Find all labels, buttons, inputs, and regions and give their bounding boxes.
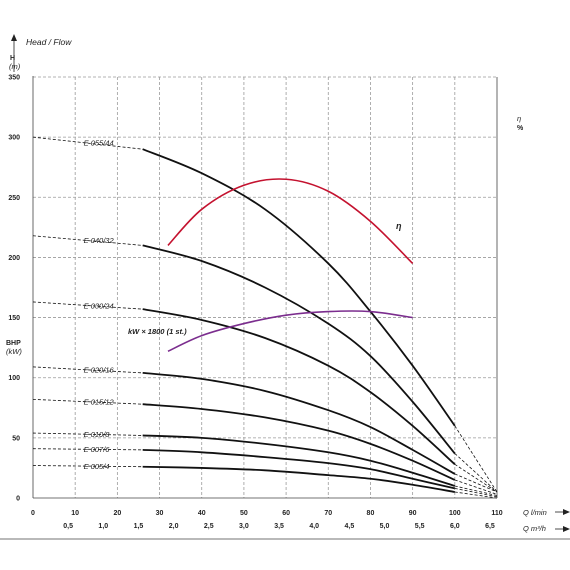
x-tick-label: 60 xyxy=(282,510,290,517)
x2-tick-label: 5,5 xyxy=(415,523,425,530)
x-tick-label: 90 xyxy=(409,510,417,517)
y-tick-label: 250 xyxy=(8,195,20,202)
curve-ext-left xyxy=(32,432,143,436)
y-axis-label: H xyxy=(10,55,15,62)
x2-tick-label: 6,5 xyxy=(485,523,495,530)
head-curve xyxy=(142,148,456,427)
curve-label: E 005/4 xyxy=(84,462,110,471)
x2-axis-label: Q m³/h xyxy=(523,524,546,533)
x-tick-label: 50 xyxy=(240,510,248,517)
tick-labels: 0 10 20 30 40 50 60 70 80 90 100 110 0 50 100 150 200 250… xyxy=(8,0,522,530)
x2-tick-label: 0,5 xyxy=(63,523,73,530)
head-curve xyxy=(142,244,456,455)
eff-tick-label: 50 xyxy=(514,0,522,2)
head-curve xyxy=(142,448,456,490)
head-curve xyxy=(142,465,455,493)
y-axis-unit: (m) xyxy=(9,62,21,71)
curve-ext-left xyxy=(32,448,143,451)
x2-tick-label: 3,0 xyxy=(239,523,249,530)
x-tick-label: 70 xyxy=(324,510,332,517)
curve-ext-right xyxy=(454,485,498,496)
x-tick-label: 110 xyxy=(491,510,502,517)
curve-label: E 020/16 xyxy=(84,366,115,375)
head-curve xyxy=(142,434,456,487)
eff-axis-label: η xyxy=(517,114,521,123)
curve-ext-left xyxy=(32,398,143,405)
axes xyxy=(0,34,570,540)
chart-title: Head / Flow xyxy=(26,37,72,47)
x2-tick-label: 5,0 xyxy=(380,523,390,530)
curve-ext-right xyxy=(454,473,498,493)
curve-labels: E 055/44 E 040/32 E 030/24 E 020/16 E 015/12… xyxy=(84,139,115,471)
curve-ext-right xyxy=(454,487,498,498)
curve-ext-left xyxy=(32,235,143,246)
curve-label: E 015/12 xyxy=(84,398,115,407)
h-axis-arrowhead xyxy=(11,34,17,41)
curve-ext-left xyxy=(32,465,143,468)
curve-label: E 007/6 xyxy=(84,445,111,454)
curve-label: E 055/44 xyxy=(84,139,114,148)
x2-tick-label: 1,0 xyxy=(98,523,108,530)
x-tick-label: 10 xyxy=(71,510,79,517)
curve-label: E 030/24 xyxy=(84,301,114,310)
y-tick-label: 300 xyxy=(8,135,20,142)
x-tick-label: 100 xyxy=(449,510,461,517)
x2-tick-label: 2,5 xyxy=(204,523,214,530)
head-curve xyxy=(142,308,456,465)
curve-ext-right xyxy=(454,491,498,499)
x2-tick-label: 2,0 xyxy=(169,523,179,530)
curve-label: E 010/8 xyxy=(84,430,111,439)
y-tick-label: 0 xyxy=(16,496,20,503)
x-axis-label: Q l/min xyxy=(523,508,547,517)
x-tick-label: 20 xyxy=(113,510,121,517)
y-tick-label: 200 xyxy=(8,255,20,262)
bhp-label: BHP xyxy=(6,340,21,347)
x-tick-label: 40 xyxy=(198,510,206,517)
x2-tick-label: 3,5 xyxy=(274,523,284,530)
power-curve xyxy=(167,310,413,352)
eff-axis-unit: % xyxy=(517,125,524,132)
bhp-unit: (kW) xyxy=(6,347,22,356)
head-curve xyxy=(142,403,456,481)
x2-tick-label: 4,0 xyxy=(309,523,319,530)
curve-label: E 040/32 xyxy=(84,236,115,245)
x-tick-label: 80 xyxy=(367,510,375,517)
x-tick-label: 0 xyxy=(31,510,35,517)
curve-ext-left xyxy=(32,136,143,150)
y-tick-label: 50 xyxy=(12,435,20,442)
power-label: kW × 1800 (1 st.) xyxy=(128,327,187,336)
y-tick-label: 350 xyxy=(8,75,20,82)
y-tick-label: 150 xyxy=(8,315,20,322)
x2-tick-label: 1,5 xyxy=(134,523,144,530)
x2-tick-label: 6,0 xyxy=(450,523,460,530)
curve-ext-right xyxy=(454,479,498,495)
grid xyxy=(33,76,497,498)
curve-ext-left xyxy=(32,366,143,374)
efficiency-label: η xyxy=(396,221,402,231)
x2-axis-arrowhead xyxy=(563,526,570,532)
efficiency-curve xyxy=(167,178,414,265)
x-axis-arrowhead xyxy=(563,509,570,515)
curve-ext-left xyxy=(32,301,143,310)
curve-ext-right xyxy=(454,463,498,493)
x2-tick-label: 4,5 xyxy=(344,523,354,530)
curves xyxy=(32,136,498,499)
curve-ext-right xyxy=(454,425,498,493)
curve-ext-right xyxy=(454,453,498,493)
head-curve xyxy=(142,372,456,475)
x-tick-label: 30 xyxy=(156,510,164,517)
y-tick-label: 100 xyxy=(8,375,20,382)
